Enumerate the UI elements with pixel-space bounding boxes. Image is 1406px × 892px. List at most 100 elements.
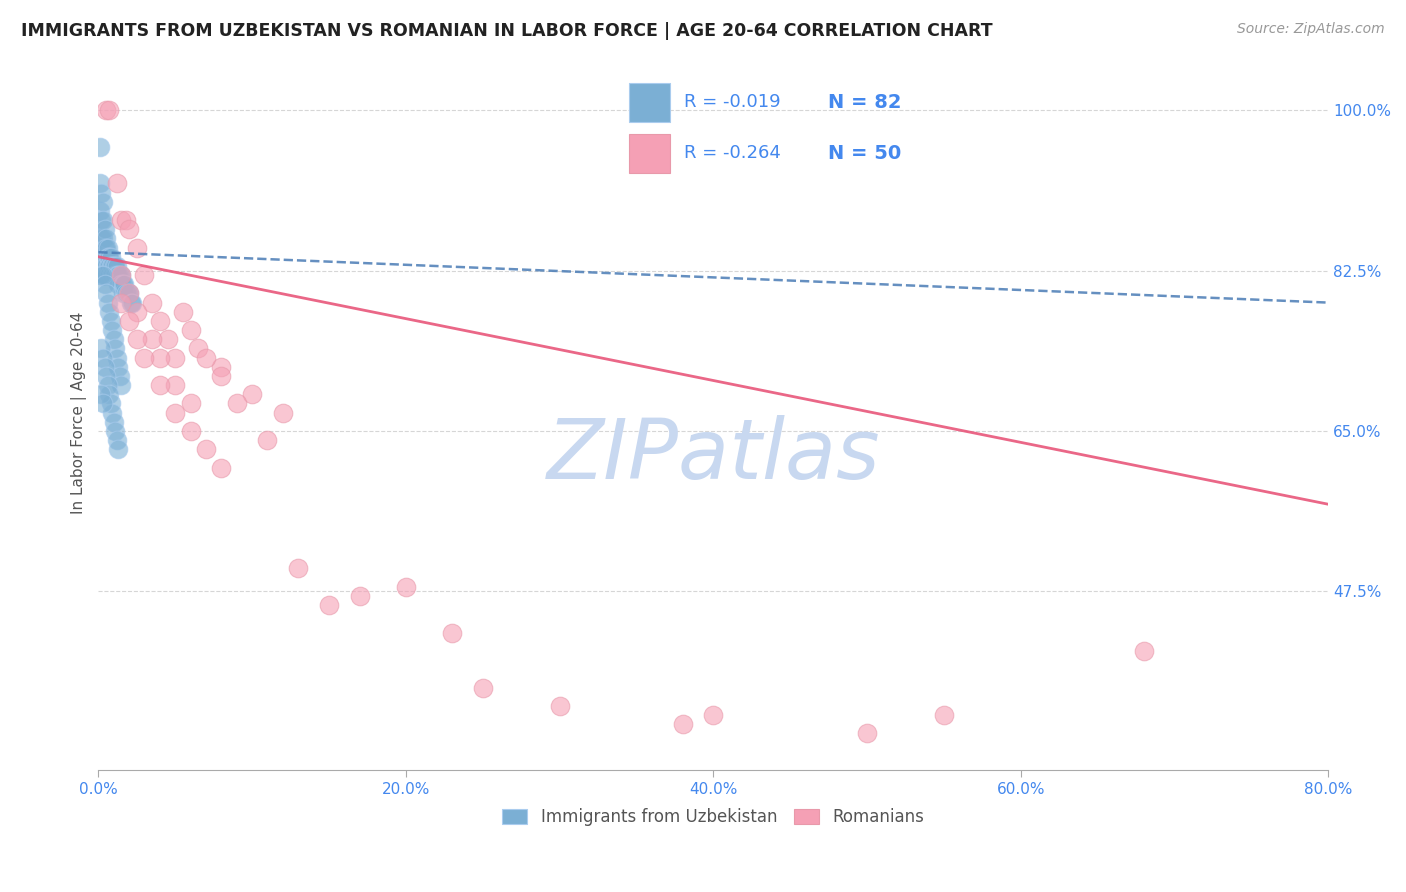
Point	[134, 351, 156, 365]
Point	[105, 177, 128, 191]
Point	[240, 387, 263, 401]
Point	[94, 268, 117, 282]
Point	[91, 231, 114, 245]
Point	[141, 295, 163, 310]
Point	[125, 332, 148, 346]
Point	[117, 286, 139, 301]
Point	[110, 268, 132, 282]
Point	[91, 259, 114, 273]
Point	[91, 268, 114, 282]
Point	[118, 286, 141, 301]
Point	[149, 314, 172, 328]
Point	[104, 268, 127, 282]
Point	[194, 442, 217, 457]
Point	[105, 268, 128, 282]
Legend: Immigrants from Uzbekistan, Romanians: Immigrants from Uzbekistan, Romanians	[502, 808, 924, 826]
Point	[108, 368, 131, 383]
Point	[349, 589, 371, 603]
Point	[100, 396, 122, 410]
Point	[91, 351, 114, 365]
Point	[91, 194, 114, 209]
Point	[118, 286, 141, 301]
Y-axis label: In Labor Force | Age 20-64: In Labor Force | Age 20-64	[72, 311, 87, 514]
Point	[111, 286, 134, 301]
Point	[115, 213, 138, 227]
Point	[91, 250, 114, 264]
Point	[90, 213, 112, 227]
Point	[165, 378, 187, 392]
Point	[165, 351, 187, 365]
Point	[90, 268, 112, 282]
Point	[94, 231, 117, 245]
Point	[89, 203, 111, 218]
Point	[110, 378, 132, 392]
Point	[105, 351, 128, 365]
Point	[114, 277, 136, 292]
Point	[90, 259, 112, 273]
Point	[110, 277, 132, 292]
Text: ZIPatlas: ZIPatlas	[547, 415, 880, 496]
Point	[101, 259, 124, 273]
Point	[702, 708, 724, 723]
Point	[187, 342, 209, 356]
Point	[93, 268, 115, 282]
Point	[118, 314, 141, 328]
Point	[89, 140, 111, 154]
Point	[90, 250, 112, 264]
Point	[440, 625, 463, 640]
Point	[125, 305, 148, 319]
Point	[93, 241, 115, 255]
Point	[118, 222, 141, 236]
Text: IMMIGRANTS FROM UZBEKISTAN VS ROMANIAN IN LABOR FORCE | AGE 20-64 CORRELATION CH: IMMIGRANTS FROM UZBEKISTAN VS ROMANIAN I…	[21, 22, 993, 40]
Point	[101, 323, 124, 337]
Point	[121, 295, 143, 310]
Point	[90, 268, 112, 282]
Point	[141, 332, 163, 346]
Point	[89, 177, 111, 191]
Point	[90, 342, 112, 356]
Point	[110, 295, 132, 310]
Point	[91, 213, 114, 227]
Point	[97, 241, 120, 255]
Point	[256, 433, 278, 447]
Point	[101, 268, 124, 282]
Point	[103, 268, 125, 282]
Point	[98, 250, 121, 264]
Text: Source: ZipAtlas.com: Source: ZipAtlas.com	[1237, 22, 1385, 37]
Point	[172, 305, 194, 319]
Point	[180, 424, 202, 438]
Point	[180, 396, 202, 410]
Point	[94, 241, 117, 255]
Point	[91, 268, 114, 282]
Point	[156, 332, 179, 346]
Point	[98, 103, 121, 117]
Point	[97, 259, 120, 273]
Point	[107, 277, 129, 292]
Point	[100, 314, 122, 328]
Point	[209, 359, 232, 374]
Point	[97, 250, 120, 264]
Point	[108, 268, 131, 282]
Point	[105, 433, 128, 447]
Point	[110, 268, 132, 282]
Point	[318, 598, 340, 612]
Point	[194, 351, 217, 365]
Point	[100, 259, 122, 273]
Point	[471, 681, 494, 695]
Point	[93, 222, 115, 236]
Point	[90, 387, 112, 401]
Point	[103, 332, 125, 346]
Point	[104, 424, 127, 438]
Point	[671, 717, 693, 731]
Point	[932, 708, 955, 723]
Point	[94, 103, 117, 117]
Point	[98, 259, 121, 273]
Point	[90, 186, 112, 200]
Point	[93, 359, 115, 374]
Point	[548, 698, 571, 713]
Point	[97, 295, 120, 310]
Point	[209, 368, 232, 383]
Point	[115, 286, 138, 301]
Point	[104, 259, 127, 273]
Point	[111, 277, 134, 292]
